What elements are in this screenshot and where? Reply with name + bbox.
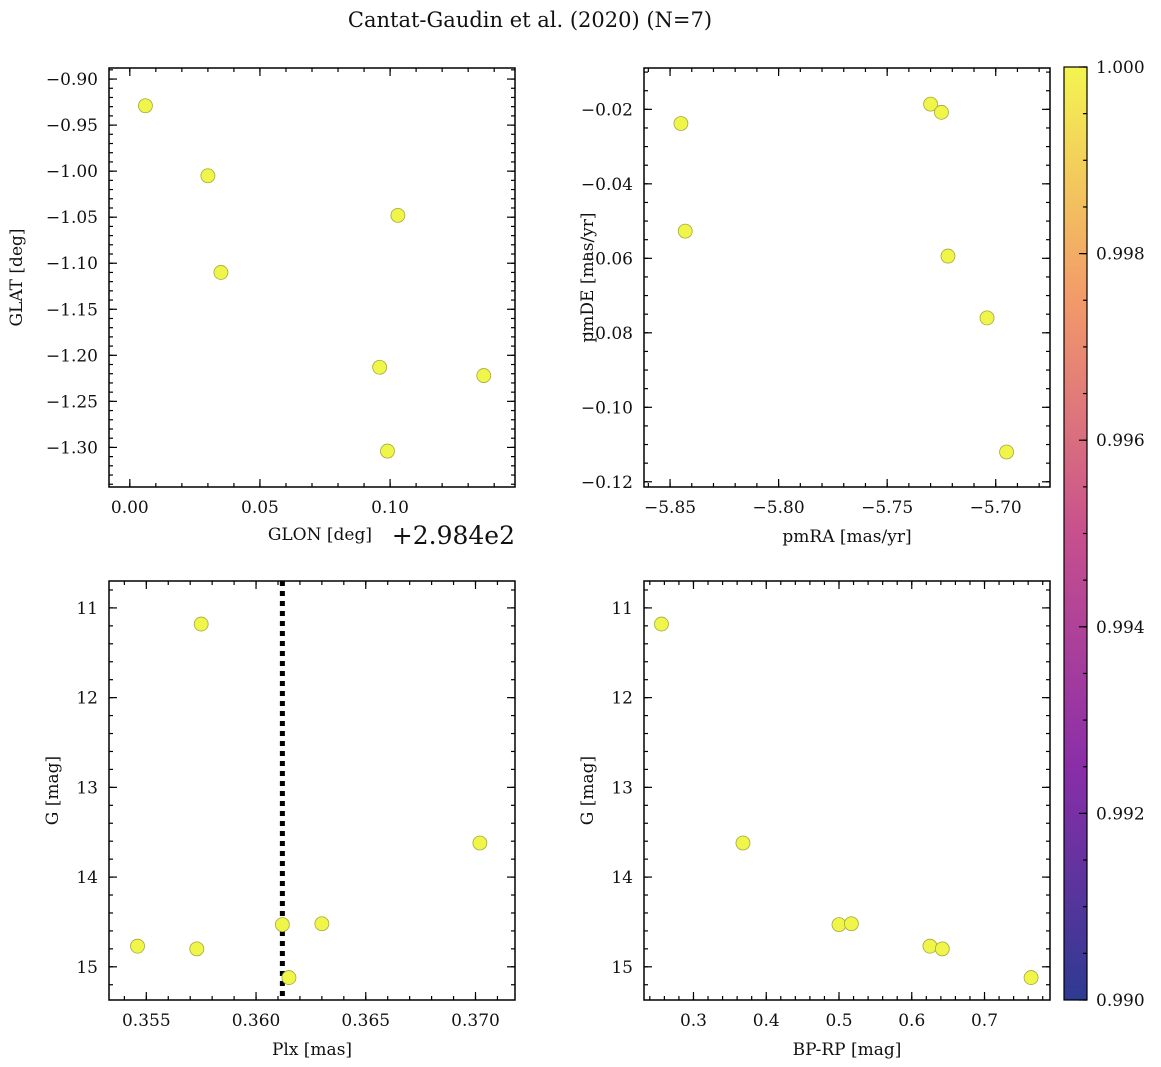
data-point (934, 104, 949, 120)
y-axis-label: GLAT [deg] (7, 228, 27, 326)
data-point (281, 970, 297, 985)
plot-frame (643, 67, 1051, 488)
data-point (130, 938, 145, 954)
data-point (390, 207, 406, 223)
x-tick-label: 0.370 (451, 1011, 500, 1031)
y-tick-label: 14 (76, 868, 98, 888)
x-tick-label: 0.6 (898, 1011, 925, 1031)
data-point (923, 96, 938, 112)
y-axis-label: G [mag] (43, 756, 63, 825)
y-tick-label: −1.20 (46, 346, 98, 366)
data-point (1023, 970, 1039, 985)
data-point (735, 835, 751, 851)
x-tick-label: 0.05 (241, 498, 279, 518)
data-point (677, 223, 693, 239)
colorbar-tick-label: 0.990 (1096, 991, 1145, 1011)
data-point (372, 359, 388, 375)
data-point (979, 310, 995, 326)
plot-frame (108, 67, 516, 488)
data-point (999, 444, 1014, 460)
data-point (922, 938, 938, 954)
data-point (189, 941, 205, 957)
x-tick-label: −5.85 (644, 498, 696, 518)
x-tick-label: 0.365 (341, 1011, 390, 1031)
x-axis-label: GLON [deg] (268, 525, 372, 545)
y-tick-label: −0.04 (581, 175, 633, 195)
y-tick-label: 12 (76, 689, 98, 709)
y-tick-label: −0.02 (581, 100, 633, 120)
data-point (138, 98, 153, 114)
y-tick-label: 15 (611, 958, 633, 978)
data-point (213, 265, 229, 280)
colorbar-tick-label: 0.992 (1096, 804, 1145, 824)
data-point (476, 368, 492, 383)
data-point (274, 917, 290, 933)
y-tick-label: 11 (611, 599, 633, 619)
y-tick-label: −1.15 (46, 300, 98, 320)
y-tick-label: 14 (611, 868, 633, 888)
data-point (472, 835, 488, 851)
y-tick-label: 15 (76, 958, 98, 978)
data-point (934, 941, 950, 957)
y-axis-label: G [mag] (578, 756, 598, 825)
y-tick-label: 11 (76, 599, 98, 619)
data-point (654, 616, 669, 632)
figure-title: Cantat-Gaudin et al. (2020) (N=7) (348, 8, 712, 32)
y-tick-label: −1.05 (46, 208, 98, 228)
y-tick-label: −1.30 (46, 438, 98, 458)
x-tick-label: 0.7 (971, 1011, 998, 1031)
x-tick-label: 0.3 (680, 1011, 707, 1031)
y-tick-label: −0.90 (46, 70, 98, 90)
x-tick-label: 0.00 (111, 498, 149, 518)
x-axis-label: pmRA [mas/yr] (782, 527, 911, 547)
colorbar-tick-label: 1.000 (1096, 58, 1145, 78)
y-tick-label: 13 (76, 778, 98, 798)
y-axis-label: pmDE [mas/yr] (578, 212, 598, 342)
y-tick-label: −0.06 (581, 249, 633, 269)
y-tick-label: −0.08 (581, 324, 633, 344)
x-tick-label: 0.4 (753, 1011, 780, 1031)
x-tick-label: 0.355 (122, 1011, 171, 1031)
y-tick-label: −1.00 (46, 162, 98, 182)
colorbar-tick-label: 0.996 (1096, 431, 1145, 451)
x-axis-label: BP-RP [mag] (793, 1040, 902, 1060)
y-tick-label: −0.10 (581, 398, 633, 418)
x-tick-label: 0.10 (371, 498, 409, 518)
colorbar-tick-label: 0.998 (1096, 245, 1145, 265)
data-point (380, 443, 395, 459)
x-tick-label: −5.75 (861, 498, 913, 518)
panel-glon-glat: 0.00 0.05 0.10 −0.90 −0.95 −1.00 −1.05 −1.10 −1.… (7, 67, 516, 550)
data-point (200, 168, 216, 184)
panel-plx-g: 0.355 0.360 0.365 0.370 11 12 13 14 15 Plx [mas] G… (43, 580, 516, 1060)
data-point (314, 916, 330, 932)
data-point (940, 248, 956, 264)
panel-bprp-g: 0.3 0.4 0.5 0.6 0.7 11 12 13 14 15 BP-RP [mag] G [m… (578, 580, 1051, 1060)
y-tick-label: 13 (611, 778, 633, 798)
plot-frame (643, 580, 1051, 1001)
y-tick-label: −0.12 (581, 473, 633, 493)
x-axis-label: Plx [mas] (272, 1040, 352, 1060)
y-tick-label: −1.25 (46, 392, 98, 412)
y-tick-label: −1.10 (46, 254, 98, 274)
colorbar-tick-label: 0.994 (1096, 618, 1145, 638)
data-point (193, 616, 209, 632)
data-point (843, 916, 859, 932)
colorbar: 1.000 0.998 0.996 0.994 0.992 0.990 (1063, 58, 1145, 1011)
data-point (831, 917, 847, 933)
x-tick-label: 0.360 (232, 1011, 281, 1031)
x-tick-label: −5.80 (753, 498, 805, 518)
y-tick-label: −0.95 (46, 116, 98, 136)
x-tick-label: 0.5 (825, 1011, 852, 1031)
panel-pmra-pmde: −5.85 −5.80 −5.75 −5.70 −0.02 −0.04 −0.06 −0.08… (578, 67, 1051, 547)
y-tick-label: 12 (611, 689, 633, 709)
x-axis-offset-label: +2.984e2 (392, 521, 515, 550)
plot-frame (108, 580, 516, 1001)
x-tick-label: −5.70 (970, 498, 1022, 518)
data-point (673, 116, 689, 131)
